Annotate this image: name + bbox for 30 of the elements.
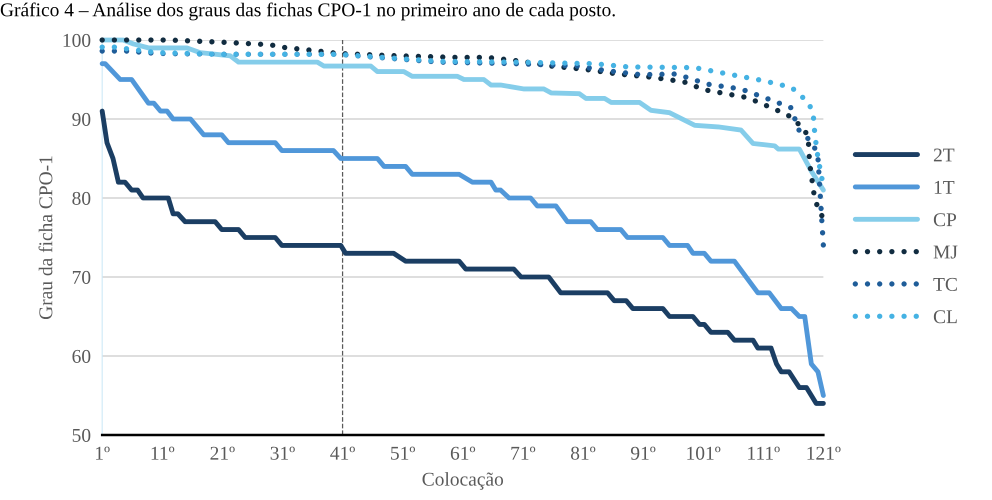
legend-label: TC — [933, 278, 957, 291]
y-tick-label: 90 — [72, 112, 90, 126]
line-series — [100, 108, 826, 406]
x-tick-label: 21º — [210, 446, 235, 460]
legend-label: CL — [934, 310, 957, 324]
x-axis-title: Colocação — [422, 472, 504, 490]
y-tick-label: 60 — [72, 350, 90, 363]
x-tick-label: 101º — [687, 446, 720, 460]
legend-label: CP — [934, 213, 956, 226]
x-tick-label: 1º — [96, 446, 110, 460]
y-tick-label: 100 — [64, 34, 90, 47]
y-tick-label: 50 — [72, 428, 90, 442]
legend-label: 2T — [934, 148, 954, 162]
x-tick-label: 11º — [152, 446, 174, 460]
y-axis-title: Grau da ficha CPO-1 — [38, 156, 52, 320]
x-tick-label: 71º — [511, 446, 536, 460]
legend-label: MJ — [934, 246, 958, 259]
y-tick-label: 70 — [72, 270, 90, 284]
x-tick-label: 51º — [391, 446, 416, 460]
legend-label: 1T — [934, 180, 954, 194]
x-tick-label: 31º — [270, 446, 295, 460]
x-tick-label: 121º — [807, 446, 841, 460]
x-tick-label: 91º — [630, 446, 656, 460]
x-tick-label: 111º — [748, 446, 780, 460]
y-tick-label: 80 — [72, 192, 90, 205]
x-tick-label: 81º — [570, 446, 596, 460]
x-tick-label: 41º — [330, 446, 355, 460]
line-series — [100, 61, 826, 398]
chart-title: Gráfico 4 – Análise dos graus das fichas CPO-1 no primeiro ano de cada posto. — [0, 2, 615, 20]
x-tick-label: 61º — [450, 446, 476, 460]
